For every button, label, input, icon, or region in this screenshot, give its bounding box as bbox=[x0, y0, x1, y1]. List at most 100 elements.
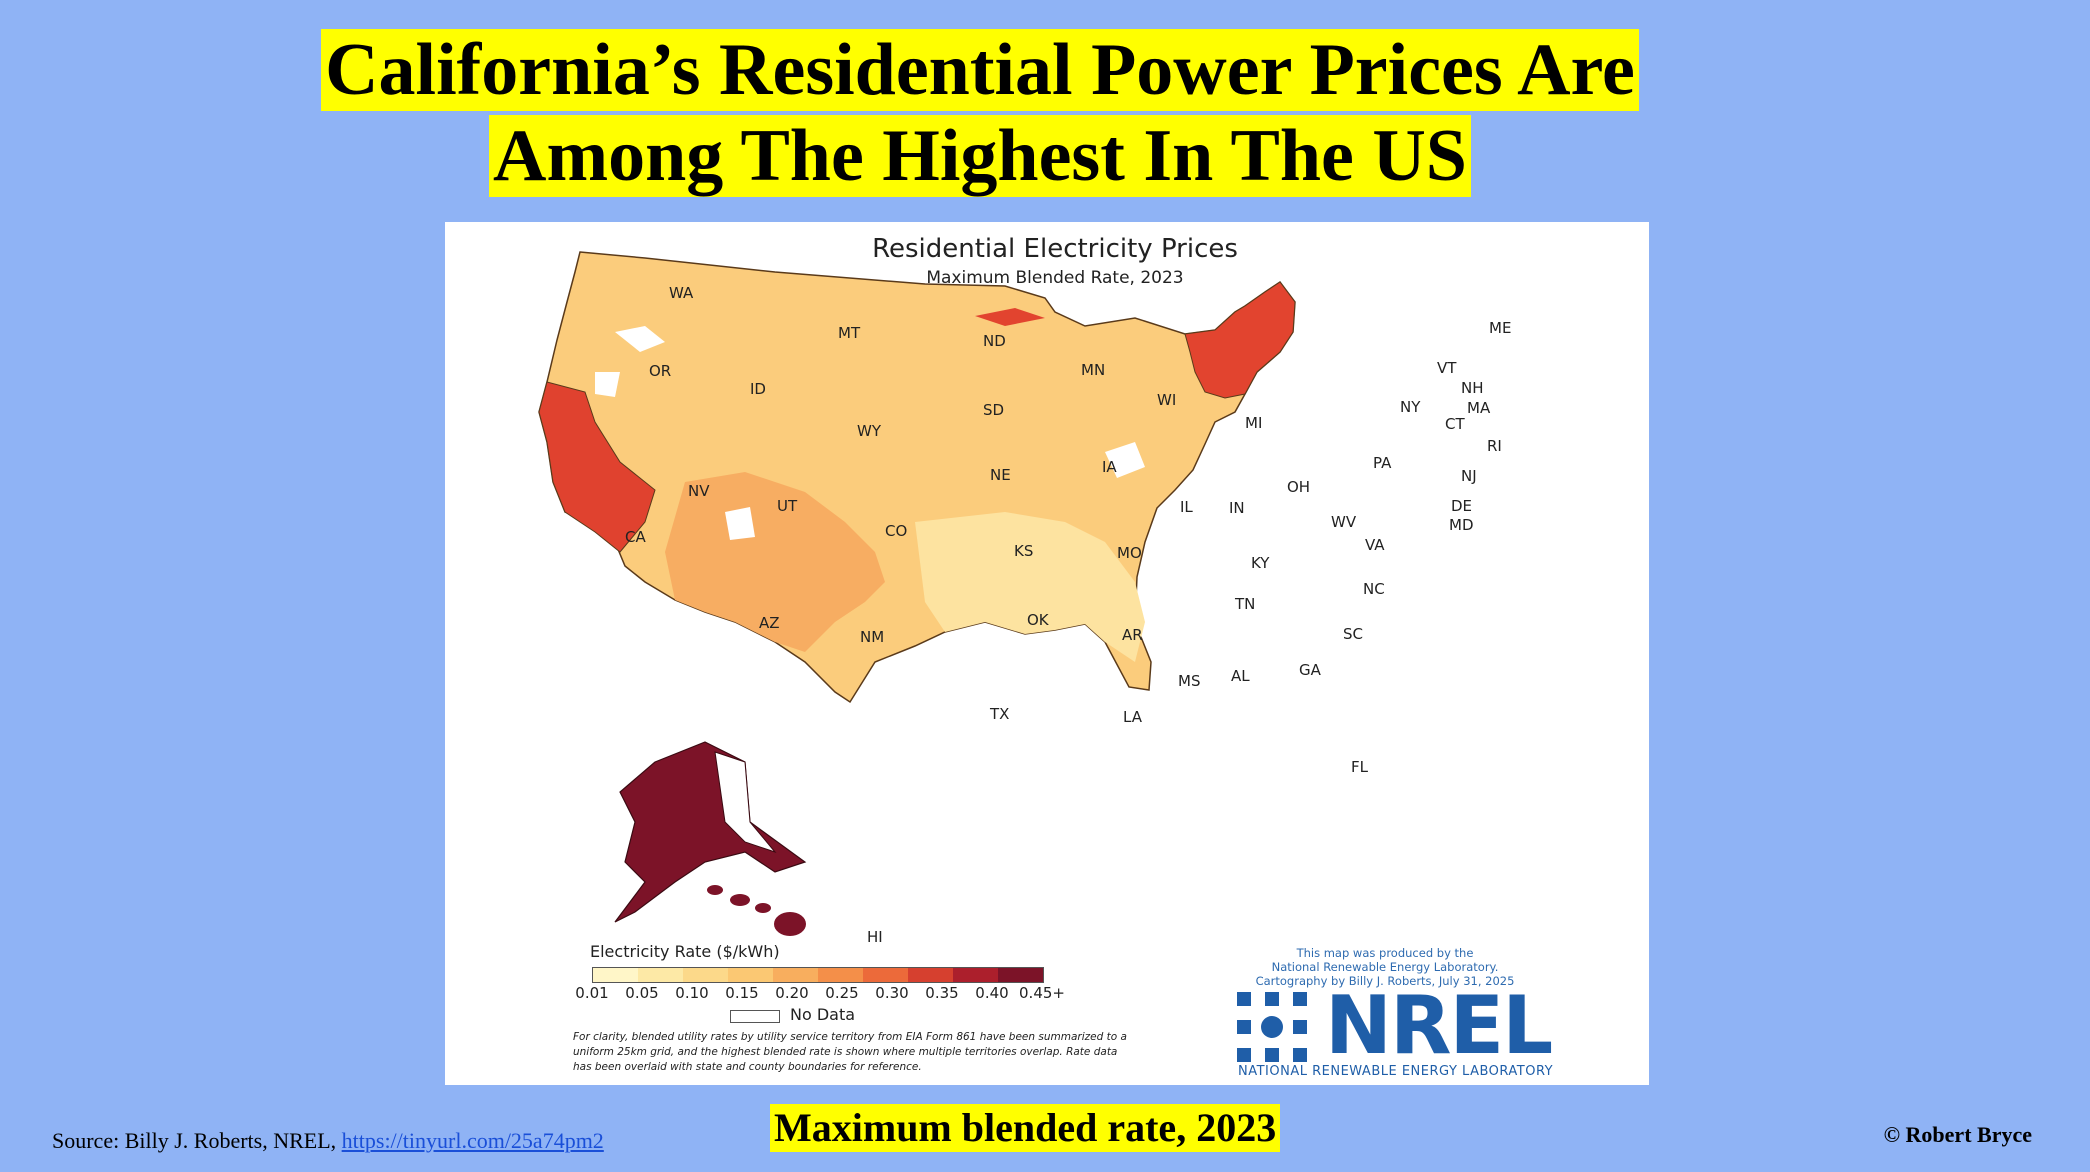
state-label: NY bbox=[1400, 398, 1421, 416]
state-label: WI bbox=[1157, 391, 1176, 409]
legend-swatch bbox=[683, 968, 728, 982]
source-link[interactable]: https://tinyurl.com/25a74pm2 bbox=[341, 1128, 604, 1153]
state-label: NH bbox=[1461, 379, 1484, 397]
map-footnote: For clarity, blended utility rates by ut… bbox=[573, 1031, 1127, 1073]
southeast-light-region bbox=[915, 512, 1145, 662]
state-labels: WA OR CA NV ID MT WY UT AZ CO NM ND SD N… bbox=[625, 284, 1511, 946]
state-label: FL bbox=[1351, 758, 1369, 776]
no-data-patch-wv bbox=[1105, 442, 1145, 478]
michigan-upper-red bbox=[975, 308, 1045, 326]
legend-tick-label: 0.05 bbox=[625, 984, 659, 1002]
state-label: RI bbox=[1487, 437, 1502, 455]
no-data-label: No Data bbox=[790, 1005, 856, 1024]
state-label: SC bbox=[1343, 625, 1363, 643]
state-label: MO bbox=[1117, 544, 1142, 562]
legend-title: Electricity Rate ($/kWh) bbox=[590, 942, 780, 961]
map-panel: Residential Electricity Prices Maximum B… bbox=[445, 222, 1649, 1085]
nrel-sun-logo-icon bbox=[1237, 992, 1307, 1062]
map-credit: This map was produced by the National Re… bbox=[1245, 946, 1525, 988]
legend-tick-label: 0.20 bbox=[775, 984, 809, 1002]
state-label: NE bbox=[990, 466, 1011, 484]
no-data-patch-nv bbox=[595, 372, 620, 397]
state-label: WA bbox=[669, 284, 694, 302]
legend-color-bar bbox=[592, 967, 1044, 983]
state-label: IL bbox=[1180, 498, 1193, 516]
state-label: CT bbox=[1445, 415, 1465, 433]
state-label: LA bbox=[1123, 708, 1143, 726]
slide-caption: Maximum blended rate, 2023 bbox=[770, 1104, 1281, 1152]
state-label: VT bbox=[1437, 359, 1457, 377]
state-label: IN bbox=[1229, 499, 1245, 517]
slide-title-line-2: Among The Highest In The US bbox=[0, 114, 1960, 198]
legend-swatch bbox=[953, 968, 998, 982]
map-subtitle: Maximum Blended Rate, 2023 bbox=[926, 268, 1184, 288]
no-data-patch-nm bbox=[725, 507, 755, 540]
state-label: NC bbox=[1363, 580, 1385, 598]
legend-tick-label: 0.25 bbox=[825, 984, 859, 1002]
us-electricity-map: WA OR CA NV ID MT WY UT AZ CO NM ND SD N… bbox=[538, 251, 1511, 946]
nrel-logo-text: NREL bbox=[1325, 979, 1553, 1072]
legend-ticks: 0.01 0.05 0.10 0.15 0.20 0.25 0.30 0.35 0.40 0.45… bbox=[575, 984, 1075, 1006]
legend-swatch bbox=[863, 968, 908, 982]
legend-swatch bbox=[638, 968, 683, 982]
state-label: AR bbox=[1122, 626, 1143, 644]
state-label: GA bbox=[1299, 661, 1322, 679]
credit-line-1: This map was produced by the bbox=[1296, 946, 1474, 960]
state-label: DE bbox=[1451, 497, 1472, 515]
state-label: ND bbox=[983, 332, 1006, 350]
state-label: KY bbox=[1251, 554, 1270, 572]
california-red-region bbox=[538, 381, 656, 553]
legend-tick-label: 0.40 bbox=[975, 984, 1009, 1002]
northeast-red-region bbox=[1184, 281, 1296, 399]
legend-tick-label: 0.30 bbox=[875, 984, 909, 1002]
state-label: UT bbox=[777, 497, 798, 515]
map-title: Residential Electricity Prices bbox=[872, 234, 1238, 264]
state-label: IA bbox=[1102, 458, 1117, 476]
legend-tick-label: 0.35 bbox=[925, 984, 959, 1002]
legend-swatch bbox=[728, 968, 773, 982]
legend-tick-label: 0.10 bbox=[675, 984, 709, 1002]
state-label: AL bbox=[1231, 667, 1250, 685]
state-label: VA bbox=[1365, 536, 1385, 554]
state-label: MN bbox=[1081, 361, 1105, 379]
state-label: MI bbox=[1245, 414, 1262, 432]
legend-tick-label: 0.01 bbox=[575, 984, 609, 1002]
state-label: MS bbox=[1178, 672, 1200, 690]
state-label: OK bbox=[1027, 611, 1050, 629]
contiguous-us-shape bbox=[538, 251, 1296, 704]
state-label: OR bbox=[649, 362, 671, 380]
state-label: HI bbox=[867, 928, 883, 946]
credit-line-2: National Renewable Energy Laboratory. bbox=[1271, 960, 1499, 974]
state-label: ID bbox=[750, 380, 766, 398]
copyright: © Robert Bryce bbox=[1883, 1122, 2032, 1147]
legend-swatch bbox=[593, 968, 638, 982]
alaska-no-data-region bbox=[714, 751, 777, 854]
legend-swatch bbox=[818, 968, 863, 982]
state-label: NM bbox=[860, 628, 884, 646]
nrel-logo-subtitle: NATIONAL RENEWABLE ENERGY LABORATORY bbox=[1238, 1064, 1554, 1079]
state-label: MA bbox=[1467, 399, 1491, 417]
hawaii-islands bbox=[707, 885, 806, 936]
state-label: NJ bbox=[1461, 467, 1477, 485]
legend-tick-label: 0.45+ bbox=[1019, 984, 1065, 1002]
state-label: AZ bbox=[759, 614, 780, 632]
legend-tick-label: 0.15 bbox=[725, 984, 759, 1002]
legend-swatch bbox=[908, 968, 953, 982]
state-label: PA bbox=[1373, 454, 1392, 472]
no-data-patch-west bbox=[615, 326, 665, 352]
state-label: CO bbox=[885, 522, 907, 540]
state-label: WV bbox=[1331, 513, 1357, 531]
state-label: OH bbox=[1287, 478, 1310, 496]
state-label: ME bbox=[1489, 319, 1511, 337]
source-prefix: Source: Billy J. Roberts, NREL, bbox=[52, 1128, 342, 1153]
no-data-swatch bbox=[730, 1010, 780, 1023]
state-label: SD bbox=[983, 401, 1004, 419]
state-label: AK bbox=[765, 779, 786, 797]
state-label: MT bbox=[838, 324, 861, 342]
state-label: NV bbox=[688, 482, 710, 500]
state-label: MD bbox=[1449, 516, 1474, 534]
credit-line-3: Cartography by Billy J. Roberts, July 31… bbox=[1255, 974, 1515, 988]
state-label: TX bbox=[989, 705, 1009, 723]
alaska-shape bbox=[614, 741, 807, 923]
state-label: TN bbox=[1234, 595, 1255, 613]
